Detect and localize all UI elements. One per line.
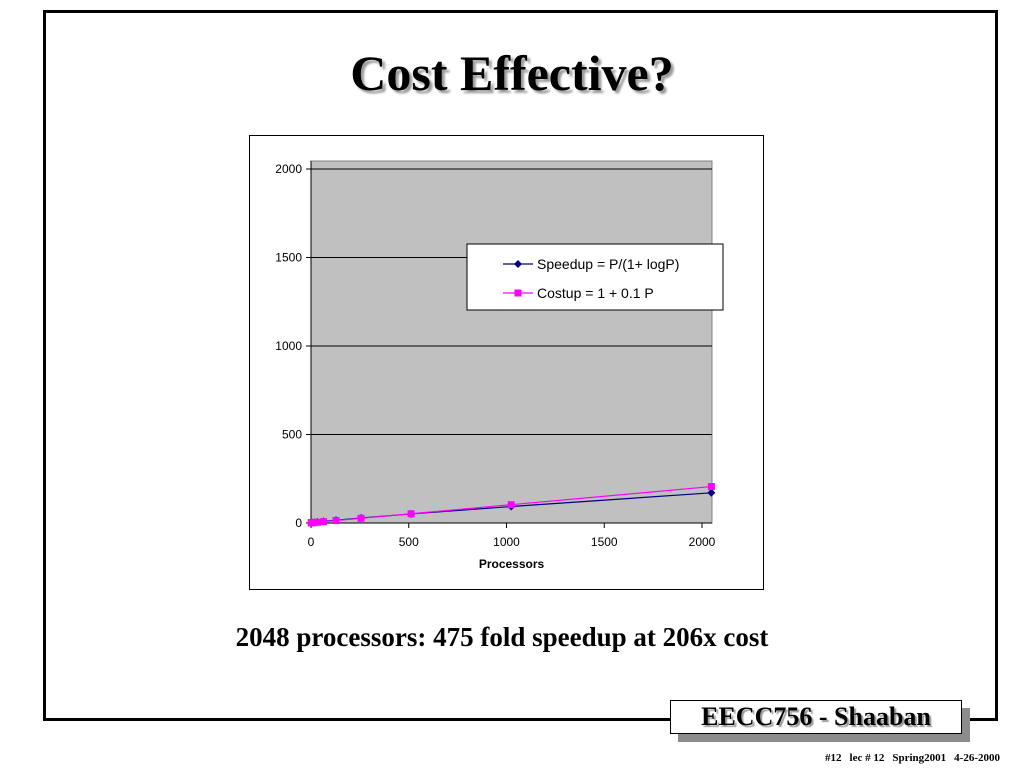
footer-slide-number: #12 (825, 752, 842, 764)
data-point (707, 483, 715, 491)
data-point (357, 514, 365, 522)
y-tick-label: 2000 (275, 162, 302, 176)
x-axis-ticks: 0 500 1000 1500 2000 (308, 523, 716, 549)
legend-box (466, 243, 724, 311)
data-point (707, 488, 716, 497)
slide-title: Cost Effective? (350, 45, 674, 101)
data-point (332, 517, 340, 525)
axes (310, 161, 712, 524)
series-costup (307, 483, 715, 527)
x-tick-label: 500 (399, 535, 419, 549)
y-tick-label: 0 (295, 516, 302, 530)
legend-marker (514, 260, 522, 268)
y-axis-ticks: 0 500 1000 1500 2000 (275, 162, 311, 530)
footer-date: 4-26-2000 (954, 752, 1000, 764)
x-tick-label: 0 (308, 535, 315, 549)
legend-label: Costup = 1 + 0.1 P (537, 285, 654, 301)
legend-label: Speedup = P/(1+ logP) (537, 256, 679, 272)
y-tick-label: 1500 (275, 251, 302, 265)
slide-caption: 2048 processors: 475 fold speedup at 206… (235, 622, 769, 652)
data-point (507, 501, 515, 509)
y-tick-label: 500 (282, 428, 302, 442)
x-axis-label: Processors (479, 557, 545, 571)
chart-container: 0 500 1000 1500 2000 0 500 1000 1500 2000 Proces… (249, 135, 764, 590)
plot-area (310, 160, 713, 524)
line-chart: 0 500 1000 1500 2000 0 500 1000 1500 2000 Proces… (275, 160, 724, 571)
footer-course-label: EECC756 - Shaaban (670, 700, 962, 734)
x-tick-label: 1500 (591, 535, 618, 549)
legend-marker (514, 289, 522, 297)
footer-term: Spring2001 (892, 752, 947, 764)
footer-lecture: lec # 12 (849, 752, 885, 764)
x-tick-label: 2000 (689, 535, 716, 549)
footer-badge: EECC756 - Shaaban (670, 700, 972, 742)
x-tick-label: 1000 (493, 535, 520, 549)
data-point (313, 518, 321, 526)
slide-frame (43, 10, 998, 721)
y-tick-label: 1000 (275, 339, 302, 353)
series-group (307, 483, 716, 527)
legend: Speedup = P/(1+ logP) Costup = 1 + 0.1 P (466, 243, 724, 311)
footer-meta: #12 lec # 12 Spring2001 4-26-2000 (700, 752, 1000, 764)
data-point (407, 510, 415, 518)
data-point (320, 518, 328, 526)
